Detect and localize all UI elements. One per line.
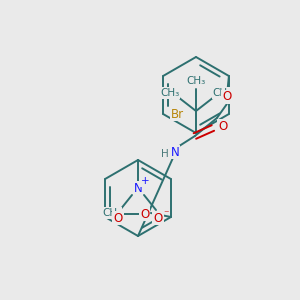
- Text: Br: Br: [170, 107, 184, 121]
- Text: CH₃: CH₃: [102, 208, 122, 218]
- Text: CH₃: CH₃: [160, 88, 180, 98]
- Text: ⁻: ⁻: [163, 209, 169, 219]
- Text: O: O: [222, 91, 232, 103]
- Text: N: N: [170, 146, 179, 158]
- Text: H: H: [161, 149, 169, 159]
- Text: CH₃: CH₃: [186, 76, 206, 86]
- Text: O: O: [218, 119, 227, 133]
- Text: N: N: [134, 182, 142, 194]
- Text: CH₃: CH₃: [212, 88, 232, 98]
- Text: +: +: [141, 176, 149, 186]
- Text: O: O: [153, 212, 163, 224]
- Text: O: O: [140, 208, 149, 220]
- Text: O: O: [113, 212, 123, 224]
